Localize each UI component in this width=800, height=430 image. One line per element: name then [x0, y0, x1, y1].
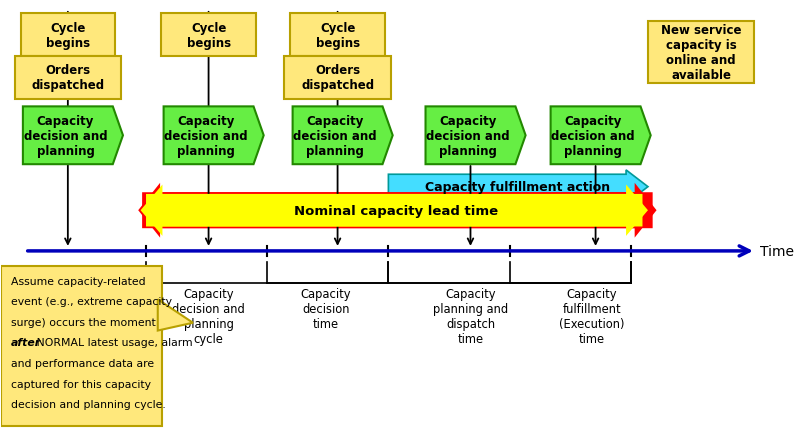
FancyBboxPatch shape [648, 22, 754, 84]
Text: Capacity
decision and
planning: Capacity decision and planning [294, 114, 377, 157]
Text: Nominal capacity lead time: Nominal capacity lead time [294, 204, 498, 217]
Text: New service
capacity is
online and
available: New service capacity is online and avail… [661, 24, 742, 82]
Text: Time: Time [760, 244, 794, 258]
FancyArrow shape [142, 183, 657, 238]
Text: Capacity
decision and
planning: Capacity decision and planning [551, 114, 635, 157]
Text: surge) occurs the moment: surge) occurs the moment [10, 317, 155, 327]
Polygon shape [164, 107, 264, 165]
FancyArrow shape [388, 171, 648, 204]
Text: Capacity
decision
time: Capacity decision time [301, 288, 351, 331]
Polygon shape [158, 300, 193, 331]
Text: and performance data are: and performance data are [10, 358, 154, 368]
Text: after: after [10, 338, 41, 347]
Text: Capacity fulfillment action: Capacity fulfillment action [425, 181, 610, 194]
Polygon shape [293, 107, 393, 165]
Text: decision and planning cycle.: decision and planning cycle. [10, 399, 166, 409]
FancyBboxPatch shape [285, 57, 390, 100]
Text: Cycle
begins: Cycle begins [315, 22, 360, 49]
Text: event (e.g., extreme capacity: event (e.g., extreme capacity [10, 297, 172, 307]
Polygon shape [550, 107, 650, 165]
Text: Capacity
planning and
dispatch
time: Capacity planning and dispatch time [433, 288, 508, 345]
Text: NORMAL latest usage, alarm: NORMAL latest usage, alarm [33, 338, 192, 347]
Text: Orders
dispatched: Orders dispatched [301, 64, 374, 92]
FancyBboxPatch shape [21, 14, 115, 57]
Text: Capacity
decision and
planning: Capacity decision and planning [24, 114, 107, 157]
Text: Orders
dispatched: Orders dispatched [31, 64, 105, 92]
Polygon shape [23, 107, 123, 165]
Text: Capacity
decision and
planning
cycle: Capacity decision and planning cycle [172, 288, 245, 345]
FancyBboxPatch shape [290, 14, 385, 57]
Text: Capacity
decision and
planning: Capacity decision and planning [165, 114, 248, 157]
FancyArrow shape [141, 185, 642, 237]
Polygon shape [426, 107, 526, 165]
FancyArrow shape [138, 183, 653, 238]
FancyBboxPatch shape [162, 14, 256, 57]
Text: Cycle
begins: Cycle begins [186, 22, 230, 49]
Text: Cycle
begins: Cycle begins [46, 22, 90, 49]
Text: Capacity
fulfillment
(Execution)
time: Capacity fulfillment (Execution) time [559, 288, 625, 345]
FancyArrow shape [146, 185, 648, 237]
Text: Capacity
decision and
planning: Capacity decision and planning [426, 114, 510, 157]
FancyBboxPatch shape [2, 266, 162, 427]
Text: captured for this capacity: captured for this capacity [10, 379, 150, 389]
FancyBboxPatch shape [14, 57, 121, 100]
Text: Assume capacity-related: Assume capacity-related [10, 276, 146, 286]
